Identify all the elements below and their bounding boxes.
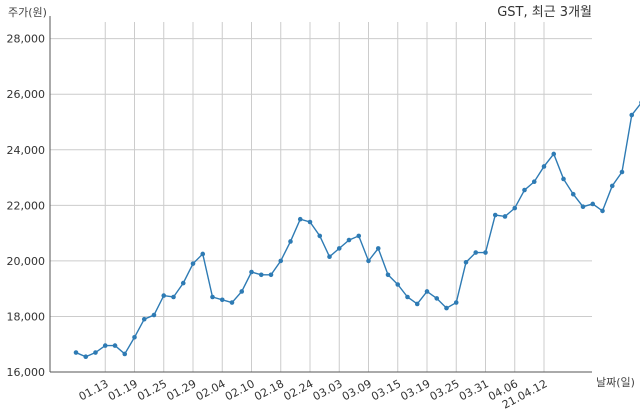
- price-series: [75, 103, 640, 358]
- data-point: [307, 219, 313, 225]
- y-tick-label: 20,000: [7, 255, 46, 268]
- data-point: [73, 350, 79, 355]
- x-tick-label: 02.18: [252, 377, 286, 403]
- data-point: [492, 212, 498, 218]
- chart-title: GST, 최근 3개월: [497, 5, 592, 20]
- data-point: [629, 112, 635, 118]
- data-point: [141, 316, 147, 322]
- data-point: [375, 246, 381, 251]
- data-point: [541, 164, 547, 169]
- x-tick-label: 03.19: [398, 377, 432, 403]
- x-tick-label: 03.09: [340, 377, 374, 403]
- x-tick-label: 01.19: [106, 377, 140, 403]
- data-point: [151, 312, 157, 318]
- y-tick-label: 24,000: [7, 144, 46, 157]
- data-point: [414, 301, 420, 307]
- data-point: [190, 261, 196, 266]
- y-axis-title: 주가(원): [8, 6, 47, 19]
- axes: [49, 16, 592, 373]
- data-point: [317, 233, 323, 239]
- data-point: [561, 176, 566, 182]
- data-point: [473, 250, 479, 255]
- data-point: [180, 280, 186, 286]
- data-point: [210, 294, 215, 300]
- data-point: [522, 187, 527, 193]
- data-point: [366, 258, 371, 264]
- data-point: [346, 237, 352, 243]
- data-point: [132, 334, 137, 340]
- y-tick-label: 26,000: [7, 88, 46, 101]
- data-point: [102, 343, 108, 348]
- data-point: [395, 282, 401, 287]
- data-point: [531, 179, 537, 185]
- data-point: [278, 258, 284, 264]
- data-point: [161, 293, 167, 298]
- data-point: [356, 233, 362, 239]
- data-point: [93, 350, 98, 355]
- data-point: [83, 354, 89, 360]
- data-point: [551, 151, 557, 157]
- data-point: [463, 259, 469, 265]
- data-point: [200, 251, 206, 257]
- data-point: [434, 296, 440, 301]
- data-point: [580, 204, 586, 210]
- x-tick-label: 01.29: [164, 377, 198, 403]
- data-point: [327, 254, 332, 260]
- data-point: [619, 169, 625, 175]
- x-tick-label: 02.24: [281, 377, 315, 403]
- y-tick-labels: 16,000 18,000 20,000 22,000 24,000 26,000 28,0…: [7, 33, 46, 379]
- data-point: [336, 246, 342, 251]
- data-point: [570, 191, 576, 197]
- price-line: [75, 103, 640, 358]
- data-point: [112, 343, 118, 348]
- y-tick-label: 18,000: [7, 310, 46, 323]
- data-point: [219, 297, 225, 303]
- data-point: [229, 300, 235, 305]
- data-point: [249, 269, 254, 275]
- data-point: [385, 272, 391, 278]
- x-tick-label: 03.15: [369, 377, 403, 403]
- data-point: [424, 289, 430, 294]
- data-point: [502, 214, 508, 219]
- x-tick-label: 03.03: [311, 377, 345, 403]
- data-point: [444, 305, 449, 311]
- data-point: [288, 239, 293, 244]
- x-tick-label: 03.31: [457, 377, 491, 403]
- data-point: [600, 208, 605, 214]
- x-tick-label: 01.25: [135, 377, 169, 403]
- data-point: [297, 216, 303, 222]
- data-point: [590, 201, 596, 207]
- data-point: [609, 183, 615, 189]
- data-point: [239, 289, 245, 294]
- y-tick-label: 16,000: [7, 366, 46, 379]
- data-point: [453, 300, 459, 305]
- data-point: [405, 294, 410, 300]
- data-point: [122, 351, 128, 357]
- x-tick-label: 02.10: [223, 377, 257, 403]
- grid-lines: [50, 22, 592, 373]
- data-point: [268, 272, 274, 278]
- x-axis-title: 날짜(일): [596, 375, 635, 389]
- y-tick-label: 22,000: [7, 199, 46, 212]
- data-point: [512, 205, 518, 211]
- x-tick-label: 02.04: [194, 377, 228, 403]
- x-tick-label: 03.25: [428, 377, 462, 403]
- data-point: [171, 294, 176, 300]
- x-tick-label: 01.13: [77, 377, 111, 403]
- data-point: [483, 250, 488, 255]
- y-tick-label: 28,000: [7, 33, 46, 46]
- price-data-points: [73, 100, 640, 360]
- x-tick-labels: 01.1301.1901.2501.2902.0402.1002.1802.24…: [77, 377, 550, 411]
- data-point: [258, 272, 264, 278]
